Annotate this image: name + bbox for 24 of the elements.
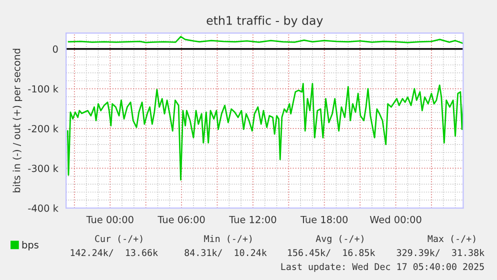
x-tick-label: Tue 00:00 xyxy=(86,216,134,224)
text: 156.45k/ 16.85k xyxy=(288,248,376,257)
text: Last update: Wed Dec 17 05:40:00 2025 xyxy=(281,262,484,272)
y-tick-label: -300 k xyxy=(28,164,58,172)
legend-label: bps xyxy=(22,240,38,250)
y-tick-label: -200 k xyxy=(28,124,58,132)
y-axis-title: bits in (-) / out (+) per second xyxy=(12,48,22,192)
text: 142.24k/ 13.66k xyxy=(70,248,158,257)
line-series xyxy=(66,82,464,180)
line-series xyxy=(68,36,464,44)
y-tick-label: 0 xyxy=(52,45,58,53)
text: 329.39k/ 31.38k xyxy=(396,248,484,257)
x-tick-label: Wed 00:00 xyxy=(370,216,422,224)
y-tick-label: -100 k xyxy=(28,85,58,93)
text: Min (-/+) xyxy=(204,234,252,244)
chart-title: eth1 traffic - by day xyxy=(206,16,323,28)
y-tick-label: -400 k xyxy=(28,204,58,212)
text: Max (-/+) xyxy=(428,235,476,244)
text: Avg (-/+) xyxy=(316,234,364,244)
x-tick-label: Tue 18:00 xyxy=(300,216,348,224)
text: 84.31k/ 10.24k xyxy=(184,248,267,257)
x-tick-label: Tue 12:00 xyxy=(229,216,276,224)
text: Cur (-/+) xyxy=(95,235,142,244)
x-tick-label: Tue 06:00 xyxy=(158,216,205,224)
